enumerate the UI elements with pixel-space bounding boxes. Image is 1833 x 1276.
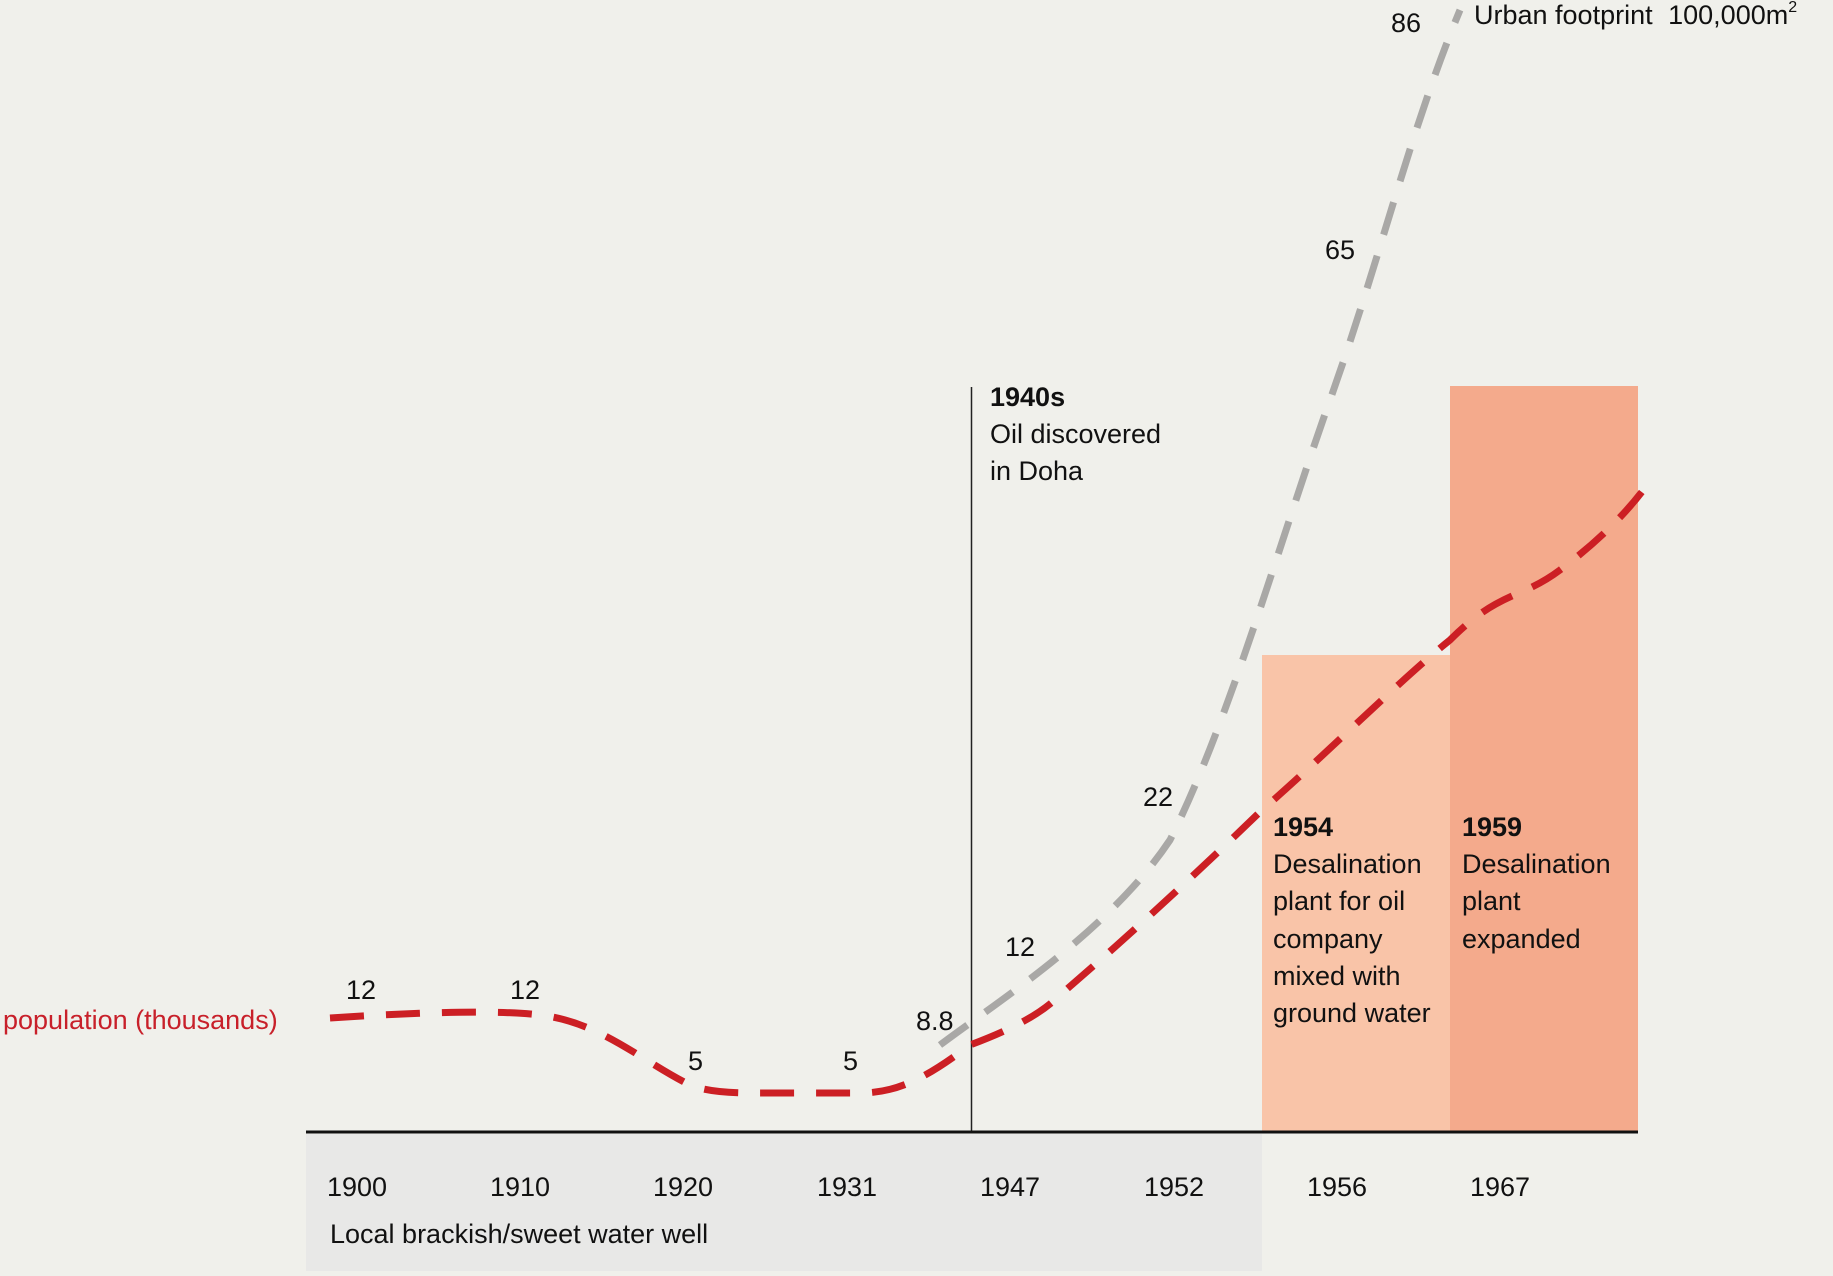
x-tick-1920: 1920	[653, 1172, 713, 1202]
svg-text:ground water: ground water	[1273, 998, 1431, 1028]
x-tick-1967: 1967	[1470, 1172, 1530, 1202]
x-tick-1956: 1956	[1307, 1172, 1367, 1202]
population-series-label: population (thousands)	[3, 1005, 278, 1035]
svg-text:1940s: 1940s	[990, 382, 1065, 412]
annotation-1959: 1959 Desalination plant expanded	[1462, 812, 1611, 954]
well-band-label: Local brackish/sweet water well	[330, 1219, 708, 1249]
svg-text:mixed with: mixed with	[1273, 961, 1401, 991]
svg-text:Desalination: Desalination	[1462, 849, 1611, 879]
bar-1954	[1262, 655, 1450, 1132]
x-tick-1931: 1931	[817, 1172, 877, 1202]
data-label-urban-1967: 86	[1391, 8, 1421, 38]
svg-text:1959: 1959	[1462, 812, 1522, 842]
svg-text:expanded: expanded	[1462, 924, 1581, 954]
data-label-pop-1910: 12	[510, 975, 540, 1005]
svg-text:company: company	[1273, 924, 1383, 954]
data-label-pop-1940s: 8.8	[916, 1006, 954, 1036]
data-label-urban-1952: 22	[1143, 782, 1173, 812]
data-label-urban-1956: 65	[1325, 235, 1355, 265]
data-label-urban-1947: 12	[1005, 932, 1035, 962]
population-line	[329, 476, 1655, 1097]
data-label-pop-1900: 12	[346, 975, 376, 1005]
x-tick-1952: 1952	[1144, 1172, 1204, 1202]
urban-footprint-line	[937, 8, 1464, 1048]
data-label-pop-1931: 5	[843, 1046, 858, 1076]
annotation-1954: 1954 Desalination plant for oil company …	[1273, 812, 1431, 1028]
annotation-1940s: 1940s Oil discovered in Doha	[990, 382, 1161, 486]
x-tick-1910: 1910	[490, 1172, 550, 1202]
svg-text:Oil discovered: Oil discovered	[990, 419, 1161, 449]
data-label-pop-1920: 5	[688, 1046, 703, 1076]
x-tick-1947: 1947	[980, 1172, 1040, 1202]
urban-footprint-series-label: Urban footprint 100,000m2	[1474, 0, 1797, 30]
svg-text:plant for oil: plant for oil	[1273, 886, 1405, 916]
x-tick-1900: 1900	[327, 1172, 387, 1202]
svg-text:in Doha: in Doha	[990, 456, 1084, 486]
svg-text:1954: 1954	[1273, 812, 1333, 842]
well-band	[306, 1134, 1262, 1271]
bar-1959	[1450, 386, 1638, 1132]
svg-text:plant: plant	[1462, 886, 1521, 916]
svg-text:Desalination: Desalination	[1273, 849, 1422, 879]
